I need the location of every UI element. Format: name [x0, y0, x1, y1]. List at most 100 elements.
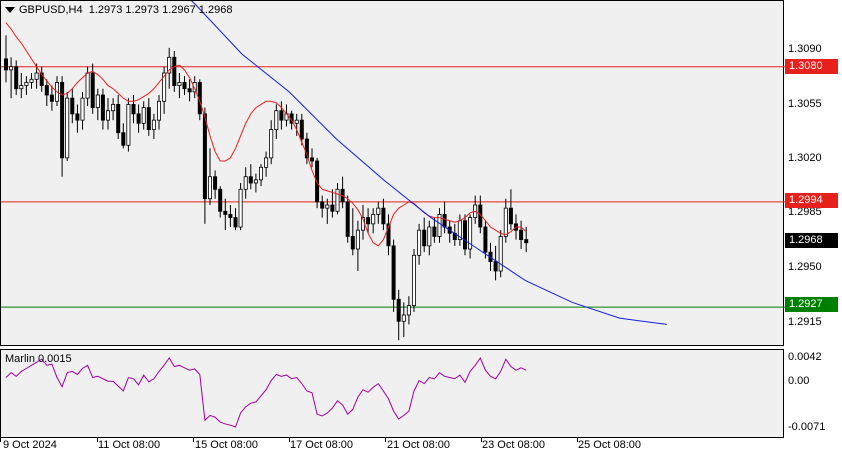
price-chart-pane[interactable]: GBPUSD,H4 1.2973 1.2973 1.2967 1.2968 — [0, 0, 785, 347]
candle-body — [366, 217, 371, 225]
candle-body — [401, 314, 406, 322]
candle-body — [75, 113, 80, 121]
price-axis-label: 1.3090 — [788, 43, 822, 55]
indicator-canvas[interactable] — [1, 350, 785, 439]
candle-body — [65, 97, 70, 159]
candle-body — [411, 254, 416, 306]
candle-body — [468, 217, 473, 250]
candle-body — [192, 82, 197, 93]
candle-body — [44, 85, 49, 96]
candle-body — [100, 94, 105, 121]
candle-body — [279, 110, 284, 121]
marlin-oscillator-line — [5, 356, 527, 428]
candle-body — [172, 56, 177, 86]
time-axis-label: 9 Oct 2024 — [3, 439, 57, 451]
candle-body — [121, 132, 126, 146]
candle-body — [355, 229, 360, 250]
candle-body — [207, 176, 212, 200]
candle-body — [177, 82, 182, 86]
candle-body — [80, 97, 85, 121]
time-axis-label: 21 Oct 08:00 — [387, 439, 450, 451]
candle-body — [442, 214, 447, 228]
ohlc-values: 1.2973 1.2973 1.2967 1.2968 — [88, 4, 233, 16]
candle-body — [131, 104, 136, 115]
price-chart-canvas[interactable] — [1, 1, 785, 347]
time-axis-label: 23 Oct 08:00 — [482, 439, 545, 451]
candle-body — [162, 72, 167, 102]
candle-body — [320, 201, 325, 209]
candle-body — [167, 56, 172, 74]
candle-body — [437, 214, 442, 237]
candle-body — [90, 72, 95, 108]
time-axis-label: 11 Oct 08:00 — [98, 439, 161, 451]
candle-body — [95, 94, 100, 108]
candle-body — [386, 223, 391, 247]
triangle-down-icon[interactable] — [5, 7, 15, 14]
fast-moving-average-line — [5, 22, 527, 247]
candle-body — [4, 58, 9, 71]
candle-body — [9, 66, 14, 71]
candle-body — [371, 214, 376, 225]
candle-body — [223, 210, 228, 215]
candle-body — [39, 72, 44, 86]
candle-body — [406, 305, 411, 316]
time-tick — [0, 438, 1, 442]
candle-body — [294, 119, 299, 124]
candle-body — [498, 236, 503, 272]
time-tick — [481, 438, 482, 442]
candle-body — [396, 298, 401, 322]
time-tick — [97, 438, 98, 442]
candle-body — [238, 188, 243, 228]
current-price-tag: 1.2968 — [785, 233, 838, 248]
time-axis-label: 15 Oct 08:00 — [195, 439, 258, 451]
candle-body — [182, 82, 187, 90]
candle-body — [60, 82, 65, 159]
candle-body — [243, 176, 248, 190]
candle-body — [350, 236, 355, 250]
symbol-timeframe: GBPUSD,H4 — [19, 4, 83, 16]
indicator-axis-label: 0.0042 — [788, 351, 822, 363]
candle-body — [136, 113, 141, 124]
candle-body — [14, 66, 19, 90]
candle-body — [218, 188, 223, 212]
candle-body — [116, 104, 121, 134]
candle-body — [524, 239, 529, 244]
candle-body — [330, 204, 335, 212]
candle-body — [462, 220, 467, 250]
candle-body — [19, 85, 24, 90]
candle-body — [106, 110, 111, 121]
indicator-pane[interactable]: Marlin 0.0015 — [0, 349, 784, 438]
slow-moving-average-line — [191, 1, 667, 325]
candle-body — [85, 72, 90, 99]
candle-body — [269, 129, 274, 159]
candle-body — [432, 226, 437, 237]
candle-body — [427, 226, 432, 247]
candle-body — [233, 217, 238, 228]
candle-body — [156, 100, 161, 121]
indicator-axis-label: 0.00 — [788, 375, 810, 387]
candle-body — [49, 94, 54, 102]
candle-body — [29, 78, 34, 83]
indicator-title: Marlin 0.0015 — [5, 353, 72, 365]
time-tick — [577, 438, 578, 442]
candle-body — [151, 119, 156, 130]
candle-body — [315, 160, 320, 203]
price-axis-label: 1.2950 — [788, 261, 822, 273]
resistance-level-tag: 1.2994 — [785, 193, 838, 208]
candle-body — [381, 207, 386, 225]
support-level-tag: 1.2927 — [785, 297, 838, 312]
candle-body — [325, 204, 330, 209]
candle-body — [213, 176, 218, 190]
candle-body — [503, 207, 508, 237]
price-axis-label: 1.2985 — [788, 206, 822, 218]
candle-body — [299, 119, 304, 140]
candle-body — [146, 107, 151, 130]
candle-body — [248, 176, 253, 184]
candle-body — [345, 201, 350, 237]
candle-body — [508, 207, 513, 225]
time-axis-label: 25 Oct 08:00 — [578, 439, 641, 451]
candle-body — [274, 110, 279, 130]
time-axis-label: 17 Oct 08:00 — [290, 439, 353, 451]
candle-body — [24, 82, 29, 86]
